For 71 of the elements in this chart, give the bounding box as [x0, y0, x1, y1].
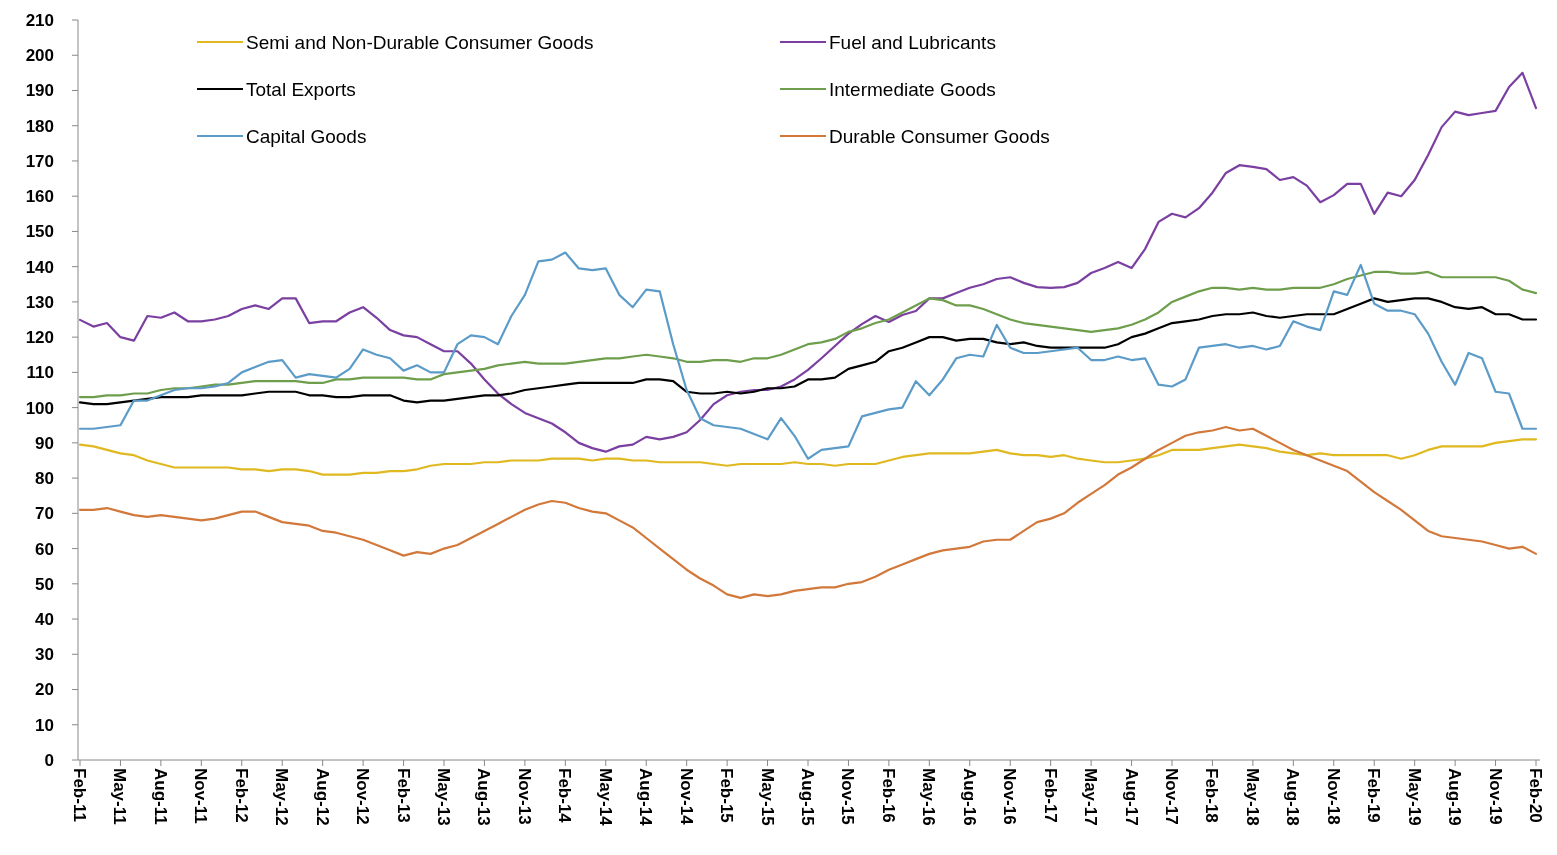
x-tick-label: Nov-18 — [1323, 768, 1343, 825]
line-series — [78, 438, 1538, 476]
x-tick-label: Feb-18 — [1202, 768, 1222, 823]
x-tick-label: Feb-15 — [717, 768, 737, 823]
legend-label: Fuel and Lubricants — [829, 31, 996, 53]
y-tick-label: 40 — [35, 610, 54, 629]
x-tick-label: May-14 — [595, 768, 615, 827]
x-tick-label: May-15 — [757, 768, 777, 826]
x-tick-label: Aug-12 — [312, 768, 332, 826]
y-tick-label: 140 — [25, 257, 54, 277]
x-tick-label: May-11 — [110, 768, 130, 825]
y-tick-label: 200 — [25, 46, 54, 66]
line-series — [78, 270, 1538, 399]
y-tick-label: 30 — [35, 645, 54, 665]
x-tick-label: Feb-17 — [1040, 768, 1060, 823]
y-tick-label: 120 — [25, 328, 54, 348]
x-tick-label: Nov-13 — [514, 768, 534, 825]
x-tick-label: Feb-14 — [555, 768, 575, 824]
x-tick-label: Nov-17 — [1162, 768, 1181, 825]
x-tick-label: Aug-17 — [1121, 768, 1141, 826]
x-tick-label: Nov-19 — [1485, 768, 1505, 825]
x-tick-label: Aug-13 — [474, 768, 494, 826]
y-tick-label: 50 — [35, 574, 54, 594]
y-tick-label: 210 — [25, 10, 54, 30]
x-tick-label: Nov-11 — [191, 768, 211, 824]
y-tick-label: 170 — [25, 151, 54, 171]
line-series — [78, 297, 1538, 406]
y-tick-label: 0 — [44, 750, 54, 770]
x-tick-label: Nov-16 — [1000, 768, 1020, 825]
legend-label: Durable Consumer Goods — [829, 125, 1050, 147]
legend-label: Capital Goods — [246, 125, 367, 147]
x-tick-label: Nov-12 — [353, 768, 373, 825]
line-series — [78, 71, 1538, 453]
y-tick-label: 20 — [35, 680, 54, 700]
y-tick-label: 110 — [26, 363, 54, 383]
y-tick-label: 180 — [25, 116, 54, 136]
x-tick-label: Aug-14 — [636, 768, 656, 827]
x-tick-label: May-12 — [272, 768, 292, 826]
x-tick-label: Nov-14 — [676, 768, 696, 826]
x-tick-label: Nov-15 — [838, 768, 858, 825]
y-tick-label: 100 — [25, 398, 54, 418]
legend-label: Total Exports — [246, 78, 356, 100]
y-tick-label: 10 — [35, 715, 54, 735]
x-tick-label: May-13 — [434, 768, 453, 826]
x-tick-label: May-17 — [1081, 768, 1101, 826]
y-tick-label: 70 — [35, 504, 54, 524]
y-tick-label: 190 — [25, 81, 54, 101]
legend-label: Semi and Non-Durable Consumer Goods — [246, 31, 594, 53]
x-tick-label: Aug-18 — [1283, 768, 1303, 826]
x-tick-label: Feb-19 — [1364, 768, 1384, 823]
x-tick-label: Aug-11 — [150, 768, 170, 825]
y-tick-label: 130 — [25, 292, 54, 312]
x-tick-label: May-18 — [1242, 768, 1262, 826]
line-series — [78, 425, 1538, 600]
x-tick-label: Feb-11 — [70, 768, 89, 822]
y-tick-label: 90 — [35, 433, 54, 453]
line-series — [78, 251, 1538, 460]
legend-label: Intermediate Goods — [829, 78, 996, 100]
y-tick-label: 80 — [35, 469, 54, 489]
y-tick-label: 160 — [25, 187, 54, 207]
x-tick-label: Aug-19 — [1445, 768, 1465, 826]
y-tick-label: 150 — [25, 222, 54, 242]
x-tick-label: Aug-16 — [959, 768, 979, 826]
y-tick-label: 60 — [35, 539, 54, 559]
x-tick-label: Feb-20 — [1526, 768, 1545, 823]
x-tick-label: Feb-13 — [393, 768, 413, 823]
x-tick-label: May-19 — [1404, 768, 1424, 826]
x-tick-label: Aug-15 — [798, 768, 817, 826]
x-tick-label: Feb-12 — [231, 768, 251, 823]
x-tick-label: Feb-16 — [878, 768, 898, 823]
x-tick-label: May-16 — [919, 768, 939, 826]
